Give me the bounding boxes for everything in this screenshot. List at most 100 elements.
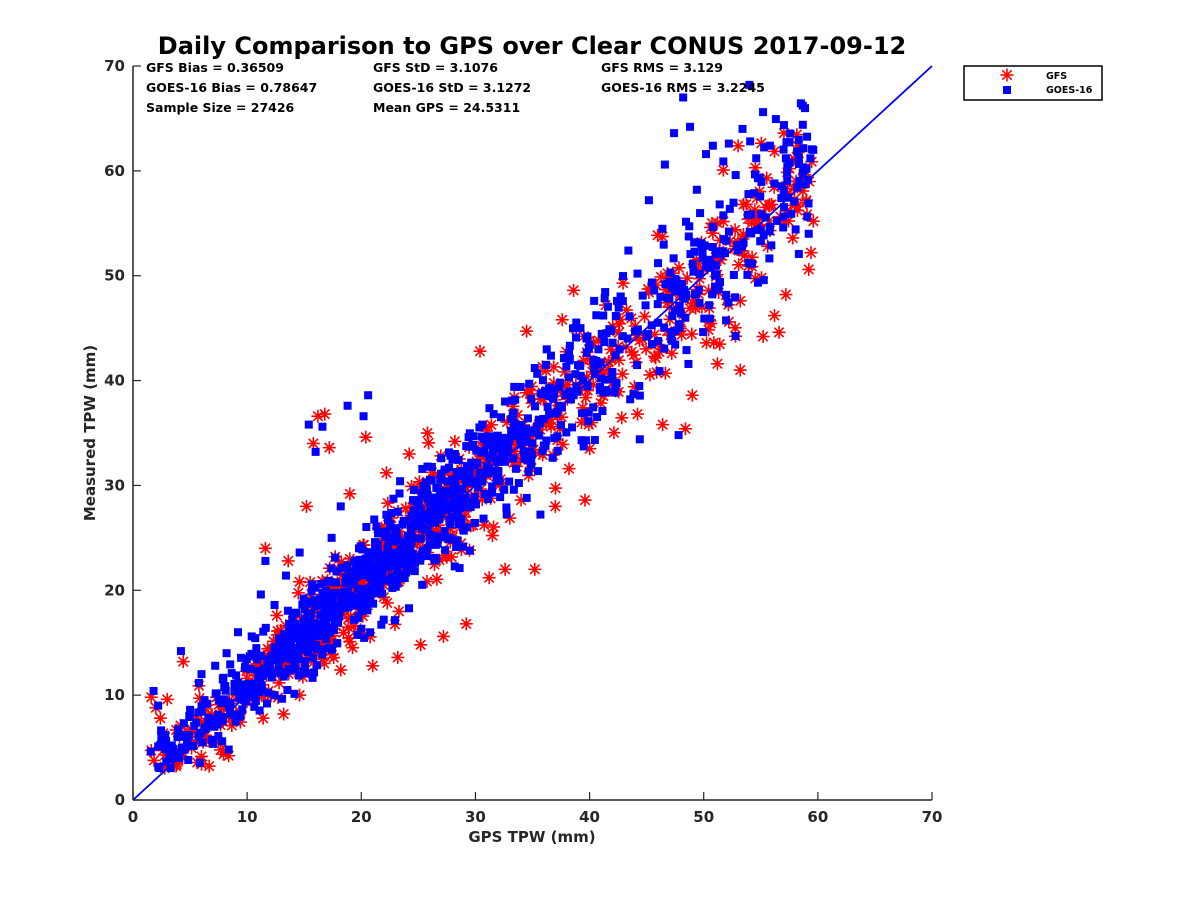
goes16-point <box>692 185 701 194</box>
goes16-point <box>701 262 710 271</box>
goes16-point <box>466 478 475 487</box>
goes16-point <box>674 320 683 329</box>
gfs-point <box>732 258 746 272</box>
goes16-point <box>794 135 803 144</box>
goes16-point <box>509 454 518 463</box>
goes16-point <box>374 529 383 538</box>
goes16-point <box>706 263 715 272</box>
goes16-point <box>166 764 175 773</box>
goes16-point <box>600 338 609 347</box>
x-tick-label: 0 <box>128 808 138 826</box>
goes16-point <box>428 501 437 510</box>
goes16-point <box>470 492 479 501</box>
goes16-point <box>304 648 313 657</box>
goes16-point <box>773 216 782 225</box>
goes16-point <box>555 378 564 387</box>
gfs-point <box>281 554 295 568</box>
goes16-point <box>263 655 272 664</box>
goes16-point <box>625 312 634 321</box>
goes16-point <box>448 498 457 507</box>
goes16-point <box>265 662 274 671</box>
goes16-point <box>565 349 574 358</box>
goes16-point <box>457 514 466 523</box>
gfs-point <box>487 520 501 534</box>
goes16-point <box>366 562 375 571</box>
goes16-point <box>393 566 402 575</box>
gfs-point <box>482 571 496 585</box>
goes16-point <box>743 270 752 279</box>
goes16-point <box>320 615 329 624</box>
goes16-point <box>309 619 318 628</box>
goes16-point <box>364 548 373 557</box>
goes16-point <box>366 596 375 605</box>
goes16-point <box>564 373 573 382</box>
goes16-point <box>479 514 488 523</box>
goes16-point <box>416 534 425 543</box>
goes16-point <box>180 745 189 754</box>
goes16-point <box>343 401 352 410</box>
goes16-point <box>653 300 662 309</box>
goes16-point <box>492 456 501 465</box>
goes16-point <box>185 711 194 720</box>
goes16-point <box>465 546 474 555</box>
goes16-point <box>538 447 547 456</box>
goes16-point <box>321 621 330 630</box>
goes16-point <box>654 337 663 346</box>
goes16-point <box>283 685 292 694</box>
goes16-point <box>383 549 392 558</box>
goes16-point <box>478 420 487 429</box>
goes16-point <box>548 453 557 462</box>
goes16-point <box>526 447 535 456</box>
goes16-point <box>733 246 742 255</box>
goes16-point <box>219 673 228 682</box>
goes16-point <box>745 227 754 236</box>
goes16-point <box>804 199 813 208</box>
gfs-point <box>379 466 393 480</box>
goes16-point <box>288 615 297 624</box>
goes16-point <box>373 540 382 549</box>
goes16-point <box>715 278 724 287</box>
goes16-point <box>281 669 290 678</box>
goes16-point <box>525 379 534 388</box>
goes16-point <box>503 441 512 450</box>
goes16-point <box>377 620 386 629</box>
goes16-point <box>167 752 176 761</box>
goes16-point <box>311 583 320 592</box>
gfs-point <box>420 426 434 440</box>
goes16-point <box>623 334 632 343</box>
goes16-point <box>257 685 266 694</box>
goes16-point <box>591 369 600 378</box>
legend-gfs-label: GFS <box>1046 71 1067 82</box>
goes16-point <box>387 534 396 543</box>
goes16-point <box>231 717 240 726</box>
gfs-point <box>786 231 800 245</box>
goes16-point <box>435 489 444 498</box>
legend-gfs-asterisk <box>1000 68 1014 82</box>
goes16-point <box>532 422 541 431</box>
goes16-point <box>771 115 780 124</box>
goes16-point <box>667 283 676 292</box>
goes16-point <box>534 467 543 476</box>
goes16-point <box>516 420 525 429</box>
goes16-point <box>391 524 400 533</box>
goes16-point <box>291 624 300 633</box>
goes16-point <box>345 567 354 576</box>
goes16-point <box>708 223 717 232</box>
goes16-point <box>544 391 553 400</box>
goes16-point <box>765 254 774 263</box>
legend-box <box>963 65 1103 101</box>
goes16-point <box>748 259 757 268</box>
goes16-point <box>631 327 640 336</box>
goes16-point <box>482 435 491 444</box>
gfs-point <box>578 493 592 507</box>
gfs-point <box>685 388 699 402</box>
gfs-point <box>548 499 562 513</box>
goes16-point <box>235 694 244 703</box>
gfs-point <box>176 655 190 669</box>
goes16-point <box>378 569 387 578</box>
goes16-point <box>508 396 517 405</box>
goes16-point <box>410 567 419 576</box>
goes16-point <box>294 655 303 664</box>
goes16-point <box>522 493 531 502</box>
goes16-point <box>313 631 322 640</box>
